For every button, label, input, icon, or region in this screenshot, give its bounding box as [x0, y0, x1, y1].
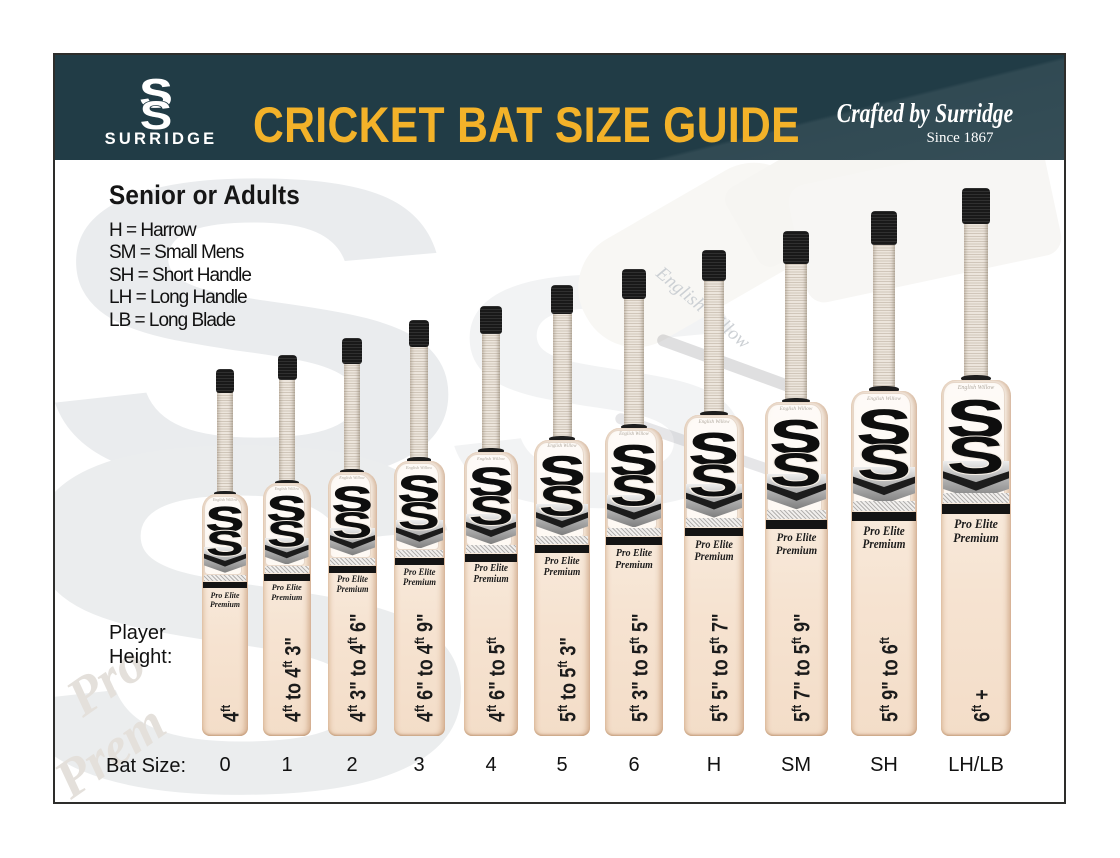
svg-text:S: S — [857, 435, 912, 491]
svg-text:S: S — [539, 448, 586, 495]
svg-text:S: S — [947, 427, 1005, 486]
svg-text:S: S — [206, 501, 244, 540]
svg-text:S: S — [770, 443, 822, 497]
svg-text:S: S — [610, 436, 658, 485]
svg-text:S: S — [469, 488, 514, 533]
svg-text:S: S — [947, 390, 1005, 449]
svg-text:S: S — [332, 478, 373, 520]
svg-text:S: S — [689, 455, 739, 506]
svg-text:S: S — [140, 94, 173, 138]
svg-text:S: S — [770, 410, 822, 464]
svg-text:S: S — [267, 515, 307, 555]
svg-text:S: S — [857, 400, 912, 456]
svg-text:S: S — [206, 525, 244, 564]
svg-text:S: S — [469, 459, 514, 504]
svg-text:S: S — [140, 72, 173, 116]
svg-text:S: S — [398, 495, 440, 538]
svg-text:S: S — [398, 468, 440, 511]
svg-text:S: S — [610, 466, 658, 515]
svg-text:S: S — [267, 490, 307, 530]
svg-text:S: S — [332, 504, 373, 546]
svg-text:S: S — [689, 424, 739, 475]
svg-text:S: S — [539, 478, 586, 525]
